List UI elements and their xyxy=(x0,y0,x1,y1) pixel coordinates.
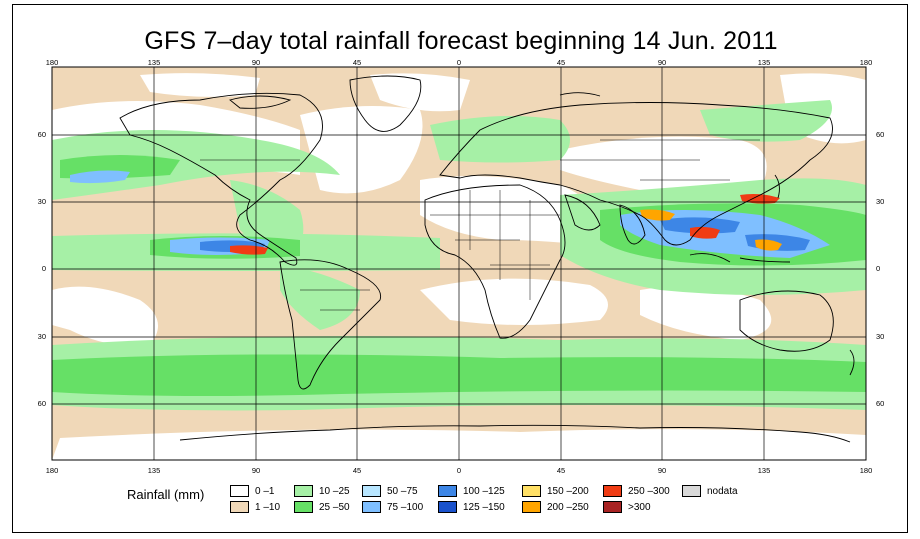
lat-tick-right: 0 xyxy=(876,264,881,273)
figure-frame: GFS 7–day total rainfall forecast beginn… xyxy=(12,4,908,533)
legend-label: 25 –50 xyxy=(319,501,350,513)
legend-item: 75 –100 xyxy=(362,500,423,514)
legend-label: 125 –150 xyxy=(463,501,505,513)
lon-tick-bottom: 90 xyxy=(657,466,667,475)
lon-tick-top: 180 xyxy=(859,58,873,67)
lat-tick-left: 60 xyxy=(37,130,46,139)
borders xyxy=(200,139,760,311)
lon-tick-top: 0 xyxy=(456,58,462,67)
lon-tick-bottom: 0 xyxy=(456,466,462,475)
map-border xyxy=(51,66,867,461)
legend-label: 200 –250 xyxy=(547,501,589,513)
lat-tick-right: 60 xyxy=(876,399,885,408)
rain-200-250 xyxy=(640,209,782,251)
legend-item: 0 –1 xyxy=(230,484,274,498)
legend-title: Rainfall (mm) xyxy=(127,487,205,502)
legend-swatch xyxy=(522,501,541,513)
legend-label: >300 xyxy=(628,501,651,513)
legend-item: >300 xyxy=(603,500,651,514)
coastlines xyxy=(119,75,855,443)
lon-tick-top: 135 xyxy=(147,58,161,67)
lon-tick-bottom: 180 xyxy=(859,466,873,475)
map-title: GFS 7–day total rainfall forecast beginn… xyxy=(144,27,778,55)
legend-label: 100 –125 xyxy=(463,485,505,497)
legend-label: 250 –300 xyxy=(628,485,670,497)
legend-label: 75 –100 xyxy=(387,501,424,513)
legend-label: 0 –1 xyxy=(255,485,275,497)
rain-250-300 xyxy=(230,194,780,255)
lon-tick-top: 135 xyxy=(757,58,771,67)
lon-tick-bottom: 135 xyxy=(147,466,161,475)
legend-item: 1 –10 xyxy=(230,500,280,514)
graticule xyxy=(52,67,866,460)
lon-tick-bottom: 180 xyxy=(45,466,59,475)
legend-swatch xyxy=(603,485,622,497)
lon-tick-top: 180 xyxy=(45,58,59,67)
legend-swatch xyxy=(522,485,541,497)
legend-item: 250 –300 xyxy=(603,484,670,498)
lat-tick-left: 30 xyxy=(37,332,46,341)
lon-tick-top: 90 xyxy=(251,58,261,67)
legend-swatch xyxy=(294,501,313,513)
lat-tick-left: 30 xyxy=(37,197,46,206)
lat-tick-left: 0 xyxy=(41,264,46,273)
legend-label: 10 –25 xyxy=(319,485,350,497)
legend-label: nodata xyxy=(707,485,738,497)
lon-tick-top: 45 xyxy=(556,58,566,67)
lon-tick-bottom: 45 xyxy=(556,466,566,475)
legend-item: 150 –200 xyxy=(522,484,589,498)
legend-item: 50 –75 xyxy=(362,484,418,498)
legend-item: 25 –50 xyxy=(294,500,350,514)
legend-swatch xyxy=(230,485,249,497)
lon-tick-bottom: 45 xyxy=(352,466,362,475)
lon-tick-bottom: 135 xyxy=(757,466,771,475)
lat-tick-right: 30 xyxy=(876,197,885,206)
legend-swatch xyxy=(438,501,457,513)
lon-tick-top: 90 xyxy=(657,58,667,67)
legend-item: 125 –150 xyxy=(438,500,505,514)
legend-label: 150 –200 xyxy=(547,485,589,497)
legend-swatch xyxy=(294,485,313,497)
legend-item: nodata xyxy=(682,484,738,498)
legend-swatch xyxy=(603,501,622,513)
lat-tick-right: 30 xyxy=(876,332,885,341)
lat-tick-right: 60 xyxy=(876,130,885,139)
legend-item: 10 –25 xyxy=(294,484,350,498)
lon-tick-top: 45 xyxy=(352,58,362,67)
legend-swatch xyxy=(362,501,381,513)
legend-swatch xyxy=(362,485,381,497)
legend-item: 100 –125 xyxy=(438,484,505,498)
legend-swatch xyxy=(438,485,457,497)
lon-tick-bottom: 90 xyxy=(251,466,261,475)
lat-tick-left: 60 xyxy=(37,399,46,408)
legend-label: 50 –75 xyxy=(387,485,418,497)
legend-swatch xyxy=(230,501,249,513)
legend-label: 1 –10 xyxy=(255,501,281,513)
legend-item: 200 –250 xyxy=(522,500,589,514)
legend-swatch xyxy=(682,485,701,497)
